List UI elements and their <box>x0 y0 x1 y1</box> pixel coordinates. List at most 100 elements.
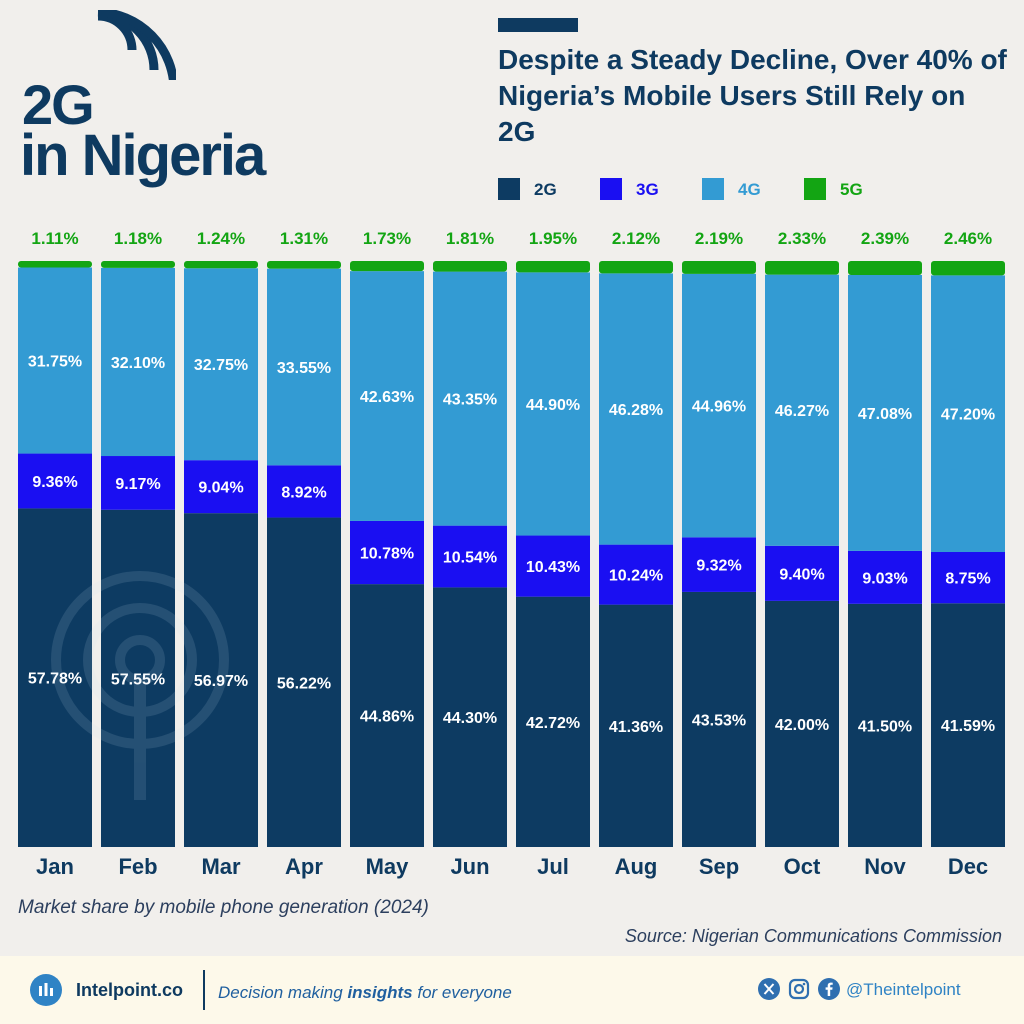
bar-4g-nov <box>848 275 922 551</box>
data-label-5g-jul: 1.95% <box>529 229 577 248</box>
x-tick-oct: Oct <box>784 854 821 879</box>
logo-line1: 2G <box>22 73 95 136</box>
data-label-3g-apr: 8.92% <box>281 484 326 501</box>
source-note: Source: Nigerian Communications Commissi… <box>624 926 1002 946</box>
signal-icon <box>97 10 176 80</box>
stacked-bar-chart: 57.78% 9.36% 31.75% 1.11% Jan 57.55% 9.17% 32.1… <box>0 220 1024 895</box>
legend: 2G 3G 4G 5G <box>498 176 998 204</box>
bar-2g-mar <box>184 513 258 847</box>
bar-4g-dec <box>931 275 1005 553</box>
bar-4g-jun <box>433 271 507 526</box>
x-tick-jun: Jun <box>450 854 489 879</box>
data-label-2g-may: 44.86% <box>360 709 414 726</box>
watermark-signal-icon <box>51 571 229 800</box>
data-label-3g-dec: 8.75% <box>945 571 990 588</box>
tagline-pre: Decision making <box>218 983 348 1002</box>
bar-4g-may <box>350 271 424 521</box>
data-label-3g-jan: 9.36% <box>32 474 77 491</box>
bar-3g-sep <box>682 537 756 592</box>
bar-2g-jul <box>516 596 590 847</box>
bar-4g-jul <box>516 272 590 536</box>
bar-2g-jun <box>433 587 507 847</box>
bar-2g-dec <box>931 603 1005 847</box>
footer-tagline: Decision making insights for everyone <box>218 983 512 1003</box>
bar-3g-dec <box>931 552 1005 604</box>
x-tick-sep: Sep <box>699 854 739 879</box>
x-tick-jul: Jul <box>537 854 569 879</box>
x-tick-nov: Nov <box>864 854 906 879</box>
chart-title: Despite a Steady Decline, Over 40% of Ni… <box>498 44 1007 147</box>
data-label-4g-jun: 43.35% <box>443 392 497 409</box>
intelpoint-logo-icon <box>30 974 62 1006</box>
data-label-5g-apr: 1.31% <box>280 229 328 248</box>
data-label-4g-mar: 32.75% <box>194 357 248 374</box>
data-label-2g-jul: 42.72% <box>526 715 580 732</box>
data-label-5g-mar: 1.24% <box>197 229 245 248</box>
bar-4g-jan <box>18 267 92 454</box>
instagram-icon[interactable] <box>788 978 810 1000</box>
bar-5g-nov <box>848 261 922 276</box>
x-tick-mar: Mar <box>201 854 241 879</box>
data-label-2g-apr: 56.22% <box>277 675 331 692</box>
bar-4g-oct <box>765 274 839 546</box>
bar-5g-may <box>350 261 424 272</box>
bar-4g-aug <box>599 273 673 545</box>
data-label-3g-feb: 9.17% <box>115 476 160 493</box>
x-icon[interactable] <box>758 978 780 1000</box>
bar-3g-aug <box>599 544 673 605</box>
data-label-5g-may: 1.73% <box>363 229 411 248</box>
bar-5g-sep <box>682 261 756 274</box>
data-label-2g-nov: 41.50% <box>858 718 912 735</box>
data-label-2g-dec: 41.59% <box>941 718 995 735</box>
bar-5g-feb <box>101 261 175 268</box>
title-accent-bar <box>498 18 578 32</box>
logo: 2G in Nigeria <box>18 10 308 188</box>
bar-2g-jan <box>18 508 92 847</box>
social-handle[interactable]: @Theintelpoint <box>846 980 961 999</box>
data-label-3g-mar: 9.04% <box>198 480 243 497</box>
data-label-3g-oct: 9.40% <box>779 566 824 583</box>
legend-swatch-4g <box>702 178 724 200</box>
logo-line2: in Nigeria <box>20 123 266 188</box>
data-label-5g-dec: 2.46% <box>944 229 992 248</box>
legend-swatch-2g <box>498 178 520 200</box>
data-label-2g-aug: 41.36% <box>609 719 663 736</box>
tagline-bold: insights <box>347 983 413 1002</box>
legend-swatch-5g <box>804 178 826 200</box>
legend-label-4g: 4G <box>738 180 761 199</box>
bar-5g-jul <box>516 261 590 273</box>
bar-2g-apr <box>267 517 341 847</box>
data-label-4g-sep: 44.96% <box>692 399 746 416</box>
facebook-icon[interactable] <box>818 978 840 1000</box>
bar-3g-feb <box>101 456 175 510</box>
x-tick-apr: Apr <box>285 854 323 879</box>
bar-5g-jun <box>433 261 507 272</box>
bar-2g-feb <box>101 509 175 847</box>
tagline-post: for everyone <box>412 983 512 1002</box>
data-label-3g-nov: 9.03% <box>862 570 907 587</box>
data-label-4g-aug: 46.28% <box>609 402 663 419</box>
data-label-4g-jul: 44.90% <box>526 397 580 414</box>
chart-subtitle: Market share by mobile phone generation … <box>18 897 429 918</box>
bar-3g-oct <box>765 545 839 601</box>
bar-5g-aug <box>599 261 673 274</box>
data-label-4g-jan: 31.75% <box>28 354 82 371</box>
data-label-4g-feb: 32.10% <box>111 355 165 372</box>
x-tick-aug: Aug <box>615 854 658 879</box>
footer: Intelpoint.co Decision making insights f… <box>0 956 1024 1024</box>
data-label-2g-sep: 43.53% <box>692 712 746 729</box>
data-label-5g-jan: 1.11% <box>31 229 78 248</box>
data-label-4g-apr: 33.55% <box>277 360 331 377</box>
footer-brand-link[interactable]: Intelpoint.co <box>76 980 183 1000</box>
bar-2g-oct <box>765 600 839 847</box>
data-label-5g-sep: 2.19% <box>695 229 743 248</box>
bar-2g-aug <box>599 604 673 847</box>
bar-5g-apr <box>267 261 341 269</box>
bar-5g-oct <box>765 261 839 275</box>
data-label-3g-jul: 10.43% <box>526 559 580 576</box>
bar-3g-may <box>350 520 424 585</box>
legend-label-5g: 5G <box>840 180 863 199</box>
data-label-3g-may: 10.78% <box>360 546 414 563</box>
footer-divider <box>203 970 205 1010</box>
data-label-3g-aug: 10.24% <box>609 568 663 585</box>
